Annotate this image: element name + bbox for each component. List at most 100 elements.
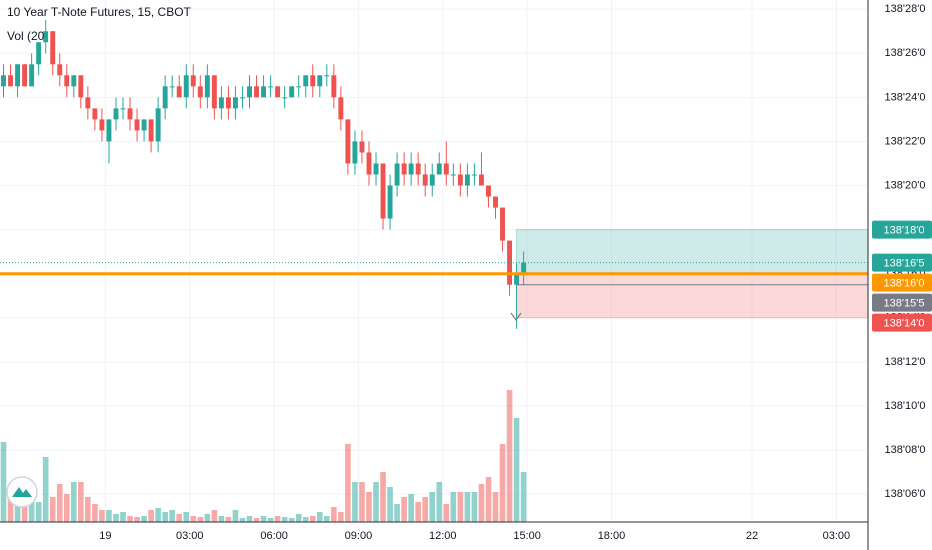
volume-bar bbox=[218, 516, 225, 522]
y-tick-label: 138'26'0 bbox=[885, 47, 926, 59]
candle-body bbox=[521, 262, 527, 274]
volume-bar bbox=[345, 444, 351, 522]
price-tag-label: 138'18'0 bbox=[884, 225, 925, 237]
volume-bar bbox=[471, 492, 478, 522]
candle-body bbox=[261, 86, 267, 98]
candle-body bbox=[190, 75, 196, 87]
volume-bar bbox=[485, 477, 492, 522]
volume-bar bbox=[225, 517, 232, 522]
volume-bar bbox=[197, 517, 204, 522]
candle-body bbox=[471, 174, 477, 176]
candle-body bbox=[254, 86, 259, 98]
candle-body bbox=[22, 64, 28, 87]
volume-bar bbox=[436, 482, 443, 522]
volume-bar bbox=[49, 497, 56, 522]
y-tick-label: 138'08'0 bbox=[885, 444, 926, 456]
price-tags: 138'18'0 138'16'5 138'16'0 138'15'5 138'14'0 bbox=[872, 220, 932, 332]
candle-body bbox=[380, 163, 386, 219]
volume-bar bbox=[42, 457, 49, 522]
candle-body bbox=[240, 97, 245, 99]
x-tick-label: 03:00 bbox=[176, 530, 204, 542]
candle-body bbox=[99, 119, 105, 131]
volume-bar bbox=[176, 514, 183, 522]
candle-body bbox=[507, 240, 513, 285]
candle-body bbox=[43, 31, 49, 43]
candle-body bbox=[514, 273, 520, 285]
volume-bar bbox=[401, 497, 407, 522]
candle-body bbox=[155, 108, 161, 142]
price-tag-label: 138'16'0 bbox=[884, 278, 925, 290]
volume-bar bbox=[232, 510, 239, 522]
volume-bar bbox=[162, 512, 168, 522]
candle-body bbox=[106, 119, 112, 142]
logo[interactable] bbox=[6, 476, 38, 508]
candle-body bbox=[211, 75, 217, 109]
candle-body bbox=[415, 163, 421, 175]
x-tick-label: 15:00 bbox=[513, 530, 541, 542]
price-tag-label: 138'15'5 bbox=[884, 298, 925, 310]
candle-body bbox=[464, 174, 470, 186]
candle-body bbox=[324, 75, 330, 77]
candle-body bbox=[401, 163, 407, 175]
candle-body bbox=[113, 108, 119, 120]
volume-bar bbox=[183, 512, 190, 522]
volume-bar bbox=[359, 482, 365, 522]
candle-body bbox=[85, 97, 91, 109]
x-tick-label: 22 bbox=[746, 530, 758, 542]
volume-bar bbox=[63, 494, 70, 522]
candle-body bbox=[204, 75, 210, 98]
candle-body bbox=[29, 64, 35, 87]
candle-body bbox=[289, 86, 295, 98]
candle-body bbox=[331, 75, 337, 98]
price-tag-label: 138'14'0 bbox=[884, 318, 925, 330]
chart-title: 10 Year T-Note Futures, 15, CBOT bbox=[7, 5, 192, 19]
candle-body bbox=[310, 75, 316, 87]
volume-bar bbox=[366, 492, 372, 522]
candle-body bbox=[478, 174, 484, 186]
candle-body bbox=[247, 86, 252, 98]
candle-body bbox=[232, 97, 238, 109]
time-axis-bg bbox=[0, 522, 868, 550]
price-tag bbox=[872, 293, 932, 312]
volume-bar bbox=[0, 442, 7, 522]
candle-body bbox=[120, 108, 126, 110]
candle-body bbox=[345, 119, 351, 164]
candle-body bbox=[493, 196, 498, 208]
candle-body bbox=[429, 174, 435, 186]
volume-bar bbox=[56, 484, 63, 522]
x-tick-label: 03:00 bbox=[823, 530, 851, 542]
y-tick-label: 138'12'0 bbox=[885, 356, 926, 368]
volume-bar bbox=[302, 517, 309, 522]
candle-body bbox=[450, 174, 456, 176]
volume-bar bbox=[316, 512, 323, 522]
candle-body bbox=[1, 75, 6, 87]
volume-bar bbox=[373, 482, 379, 522]
volume-bar bbox=[464, 492, 471, 522]
volume-bar bbox=[499, 444, 506, 522]
price-tag-label: 138'16'5 bbox=[884, 258, 925, 270]
y-tick-label: 138'28'0 bbox=[885, 3, 926, 15]
x-tick-label: 19 bbox=[99, 530, 111, 542]
y-tick-label: 138'24'0 bbox=[885, 91, 926, 103]
candle-body bbox=[36, 42, 42, 65]
volume-bar bbox=[267, 518, 274, 522]
candle-body bbox=[303, 75, 309, 87]
logo-mark[interactable] bbox=[12, 487, 32, 497]
price-tag bbox=[872, 220, 932, 239]
candle-body bbox=[127, 108, 133, 120]
candle-body bbox=[8, 75, 14, 87]
volume-bar bbox=[513, 418, 520, 522]
axes: 138'28'0 138'26'0 138'24'0 138'22'0 138'20'0… bbox=[99, 3, 925, 542]
candle-body bbox=[71, 75, 77, 87]
y-tick-label: 138'10'0 bbox=[885, 400, 926, 412]
volume-bar bbox=[260, 516, 267, 522]
volume-bar bbox=[190, 516, 197, 522]
price-tag bbox=[872, 253, 932, 272]
volume-bar bbox=[204, 514, 211, 522]
volume-bar bbox=[106, 510, 112, 522]
candle-body bbox=[134, 119, 140, 131]
volume-bar bbox=[457, 492, 464, 522]
price-lines bbox=[0, 262, 868, 286]
volume-pane bbox=[0, 390, 527, 522]
